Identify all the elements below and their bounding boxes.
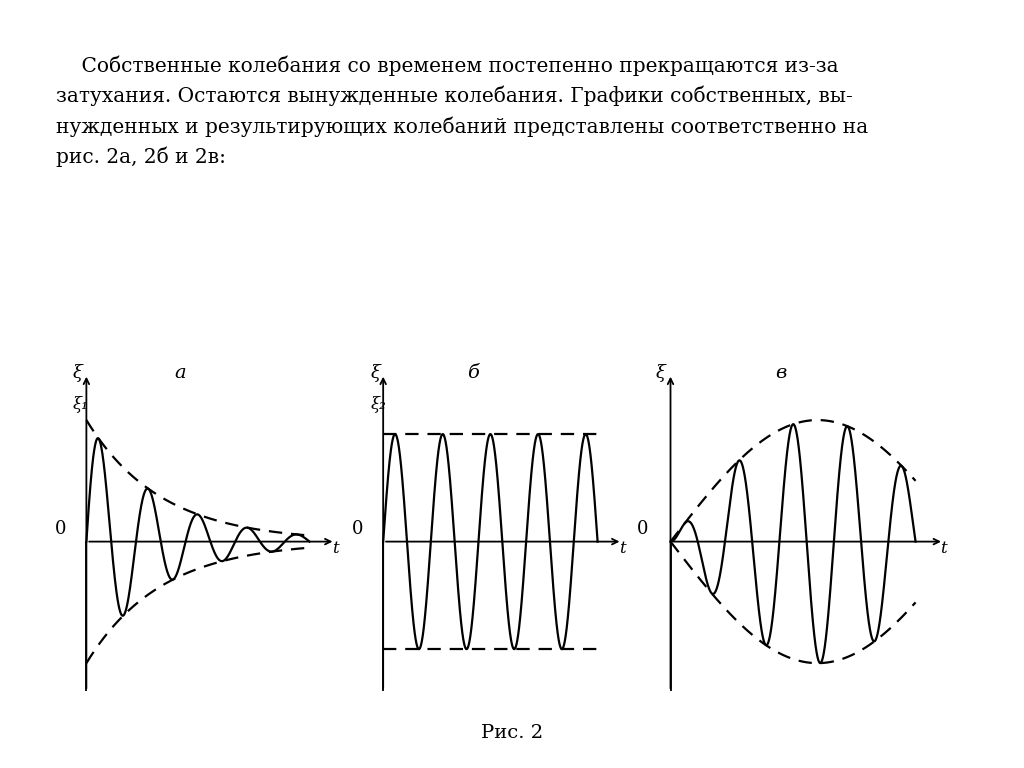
- Text: ξ₂: ξ₂: [371, 396, 386, 413]
- Text: в: в: [775, 364, 786, 382]
- Text: t: t: [940, 540, 947, 557]
- Text: ξ: ξ: [73, 364, 83, 382]
- Text: ξ: ξ: [655, 364, 666, 382]
- Text: 0: 0: [55, 520, 67, 538]
- Text: Собственные колебания со временем постепенно прекращаются из-за
затухания. Остаю: Собственные колебания со временем постеп…: [56, 55, 868, 167]
- Text: Рис. 2: Рис. 2: [481, 724, 543, 743]
- Text: ξ: ξ: [371, 364, 380, 382]
- Text: 0: 0: [352, 520, 364, 538]
- Text: а: а: [174, 364, 186, 382]
- Text: ξ₁: ξ₁: [73, 396, 89, 413]
- Text: б: б: [467, 364, 479, 382]
- Text: t: t: [620, 540, 626, 557]
- Text: 0: 0: [637, 520, 648, 538]
- Text: t: t: [332, 540, 339, 557]
